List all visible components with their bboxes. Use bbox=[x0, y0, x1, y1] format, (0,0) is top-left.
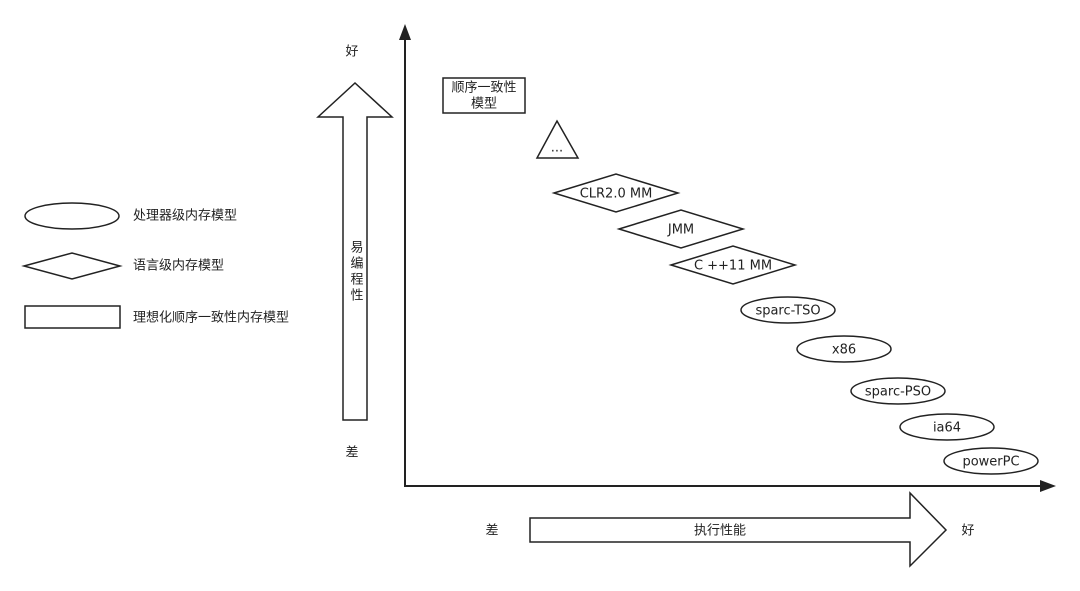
legend-label: 语言级内存模型 bbox=[133, 258, 224, 274]
x-left-label: 差 bbox=[485, 524, 498, 539]
ellipse-node bbox=[740, 296, 836, 324]
ideal-model-box bbox=[442, 77, 526, 114]
x-axis-arrow bbox=[1040, 480, 1056, 492]
performance-label: 执行性能 bbox=[694, 524, 746, 539]
ellipse-node bbox=[899, 413, 995, 441]
x-right-label: 好 bbox=[961, 524, 974, 539]
node-label: x86 bbox=[832, 343, 856, 358]
diamond-node bbox=[616, 209, 746, 249]
ellipse-node bbox=[796, 335, 892, 363]
node-label: powerPC bbox=[962, 455, 1019, 470]
legend-ellipse bbox=[24, 202, 120, 230]
performance-arrow bbox=[529, 491, 948, 568]
node-label: ... bbox=[551, 141, 563, 156]
node-label: CLR2.0 MM bbox=[580, 187, 653, 202]
node-label: JMM bbox=[667, 223, 694, 238]
ellipse-node bbox=[943, 447, 1039, 475]
ideal-model-label: 顺序一致性 bbox=[451, 81, 516, 96]
node-label: sparc-PSO bbox=[865, 385, 931, 400]
node-label: C ++11 MM bbox=[694, 259, 772, 274]
diamond-node bbox=[551, 173, 681, 213]
node-label: sparc-TSO bbox=[755, 304, 820, 319]
legend-diamond bbox=[21, 252, 123, 280]
triangle-node bbox=[535, 119, 580, 159]
programmability-arrow bbox=[316, 81, 394, 421]
ideal-model-label: 模型 bbox=[471, 97, 497, 112]
node-label: ia64 bbox=[933, 421, 961, 436]
legend-label: 理想化顺序一致性内存模型 bbox=[133, 310, 289, 326]
diamond-node bbox=[668, 245, 798, 285]
ellipse-node bbox=[850, 377, 946, 405]
legend-rect bbox=[24, 305, 121, 329]
programmability-label: 易编程性 bbox=[348, 240, 364, 304]
legend-label: 处理器级内存模型 bbox=[133, 208, 237, 224]
y-bottom-label: 差 bbox=[345, 446, 358, 461]
y-top-label: 好 bbox=[345, 45, 358, 60]
y-axis-arrow bbox=[399, 24, 411, 40]
